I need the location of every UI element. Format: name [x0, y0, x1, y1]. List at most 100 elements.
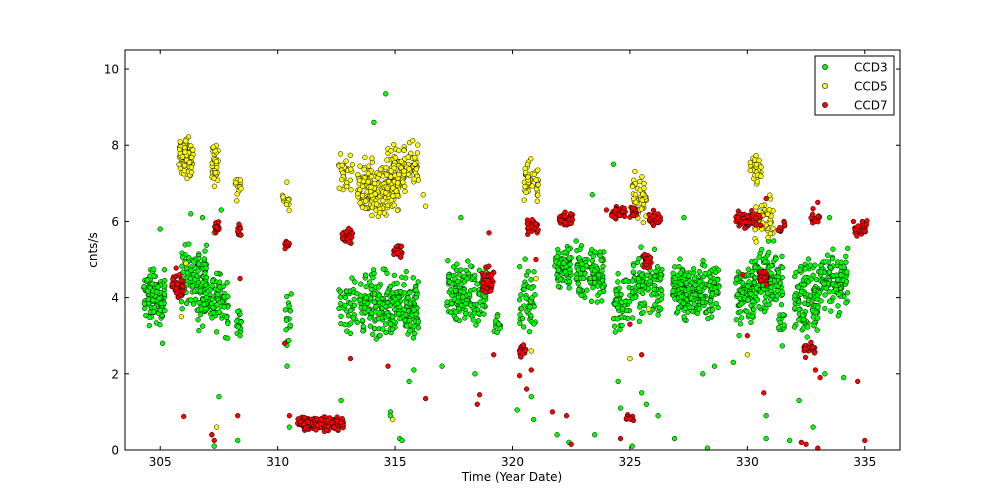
data-point-ccd3	[445, 258, 451, 264]
data-point-ccd7	[802, 354, 809, 361]
data-point-ccd3	[762, 299, 768, 305]
data-point-ccd7	[397, 254, 404, 260]
data-point-ccd3	[779, 343, 785, 349]
data-point-ccd3	[472, 371, 478, 377]
data-point-ccd3	[376, 310, 383, 316]
data-point-ccd3	[753, 285, 760, 291]
data-point-ccd3	[677, 270, 684, 276]
data-point-ccd5	[415, 142, 421, 148]
data-point-ccd7	[810, 344, 816, 350]
data-point-ccd5	[752, 226, 758, 233]
data-point-ccd3	[822, 292, 828, 298]
data-point-ccd7	[533, 221, 539, 227]
data-point-ccd3	[810, 424, 816, 430]
data-point-ccd3	[637, 304, 643, 310]
data-point-ccd3	[384, 289, 391, 295]
data-point-ccd3	[713, 289, 720, 295]
data-point-ccd3	[197, 312, 204, 318]
data-point-ccd7	[855, 378, 861, 385]
data-point-ccd3	[739, 300, 745, 307]
data-point-ccd3	[707, 298, 714, 304]
data-point-ccd7	[808, 339, 814, 346]
data-point-ccd3	[383, 329, 389, 336]
data-point-ccd3	[463, 300, 469, 307]
data-point-ccd3	[392, 306, 398, 313]
data-point-ccd3	[522, 256, 528, 262]
data-point-ccd3	[352, 279, 358, 285]
data-point-ccd5	[388, 168, 394, 174]
data-point-ccd3	[748, 291, 754, 297]
data-point-ccd3	[475, 318, 482, 324]
data-point-ccd7	[815, 199, 821, 206]
data-point-ccd5	[348, 166, 354, 172]
data-point-ccd7	[523, 386, 530, 392]
data-point-ccd7	[763, 282, 770, 288]
data-point-ccd3	[481, 311, 487, 317]
data-point-ccd3	[630, 263, 637, 269]
data-point-ccd7	[488, 272, 495, 278]
data-point-ccd3	[688, 295, 694, 301]
x-tick-label: 320	[501, 455, 524, 469]
data-point-ccd3	[380, 266, 386, 272]
data-point-ccd3	[191, 259, 197, 265]
data-point-ccd3	[619, 306, 626, 312]
data-point-ccd3	[554, 253, 560, 260]
data-point-ccd3	[405, 295, 411, 301]
data-point-ccd3	[343, 288, 350, 294]
data-point-ccd3	[700, 371, 706, 377]
data-point-ccd5	[754, 179, 760, 185]
legend-box	[814, 55, 895, 116]
data-point-ccd3	[383, 303, 389, 310]
data-point-ccd3	[371, 270, 377, 277]
data-point-ccd7	[763, 195, 769, 202]
data-point-ccd5	[398, 164, 404, 171]
data-point-ccd3	[798, 289, 805, 295]
data-point-ccd5	[521, 197, 527, 203]
data-point-ccd3	[209, 296, 216, 302]
data-point-ccd7	[533, 256, 539, 263]
data-point-ccd3	[338, 313, 344, 320]
data-point-ccd3	[497, 325, 503, 332]
data-point-ccd3	[363, 272, 369, 278]
data-point-ccd3	[404, 323, 410, 329]
data-point-ccd7	[749, 208, 755, 214]
data-point-ccd3	[448, 287, 454, 293]
data-point-ccd3	[288, 291, 294, 297]
data-point-ccd3	[458, 267, 464, 273]
data-point-ccd3	[348, 307, 354, 314]
data-point-ccd3	[467, 302, 474, 308]
data-point-ccd3	[145, 288, 151, 294]
data-point-ccd3	[636, 318, 642, 325]
data-point-ccd3	[397, 315, 403, 322]
data-point-ccd3	[521, 286, 527, 293]
data-point-ccd3	[756, 254, 762, 260]
data-point-ccd7	[343, 228, 349, 235]
data-point-ccd5	[396, 147, 402, 154]
data-point-ccd5	[414, 150, 421, 156]
data-point-ccd5	[390, 185, 396, 191]
data-point-ccd3	[611, 323, 618, 329]
data-point-ccd7	[802, 345, 808, 352]
data-point-ccd3	[759, 246, 765, 253]
data-point-ccd3	[618, 314, 625, 320]
data-point-ccd3	[145, 296, 152, 302]
data-point-ccd3	[815, 315, 821, 321]
data-point-ccd5	[632, 168, 638, 175]
data-point-ccd5	[177, 139, 183, 145]
data-point-ccd3	[338, 397, 344, 404]
data-point-ccd3	[744, 308, 750, 315]
data-point-ccd7	[743, 219, 749, 225]
data-point-ccd3	[287, 322, 294, 328]
data-point-ccd3	[287, 308, 294, 314]
data-point-ccd3	[401, 306, 407, 313]
data-point-ccd5	[629, 183, 636, 190]
data-point-ccd3	[670, 288, 676, 294]
data-point-ccd3	[711, 363, 718, 369]
data-point-ccd3	[518, 306, 525, 312]
data-point-ccd7	[753, 222, 759, 228]
data-point-ccd5	[359, 183, 366, 189]
data-point-ccd3	[446, 274, 452, 280]
data-point-ccd5	[767, 192, 773, 198]
data-point-ccd7	[481, 272, 487, 279]
